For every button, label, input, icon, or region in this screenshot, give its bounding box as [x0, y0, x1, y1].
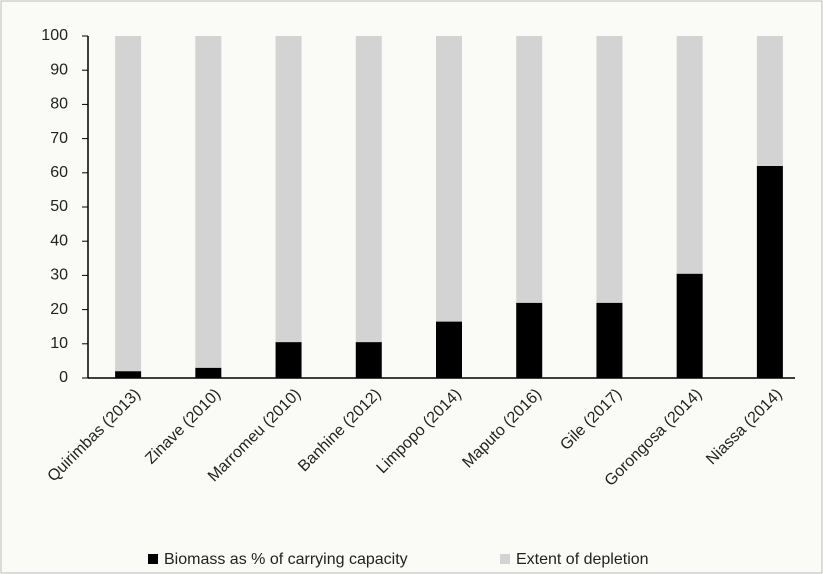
y-tick-label: 20 [50, 301, 68, 318]
y-tick-label: 70 [50, 130, 68, 147]
bar-segment [436, 36, 462, 322]
y-tick-label: 90 [50, 61, 68, 78]
bar-segment [115, 36, 142, 372]
y-tick-label: 100 [41, 27, 68, 44]
bar-segment [355, 342, 382, 378]
y-tick-label: 80 [50, 96, 68, 113]
bar-segment [676, 273, 703, 378]
y-tick-label: 60 [50, 164, 68, 181]
y-tick-label: 40 [50, 232, 68, 249]
y-tick-label: 30 [50, 267, 68, 284]
legend-label: Biomass as % of carrying capacity [164, 551, 408, 568]
bar-segment [596, 36, 623, 303]
bar-segment [596, 302, 623, 378]
bar-segment [195, 367, 222, 378]
bar-segment [516, 302, 543, 378]
bar-segment [756, 165, 783, 378]
y-tick-label: 50 [50, 198, 68, 215]
legend-swatch [148, 554, 158, 564]
bar-segment [516, 36, 543, 303]
legend-swatch [500, 554, 510, 564]
bar-segment [275, 36, 302, 343]
bar-segment [275, 342, 302, 378]
bar-segment [355, 36, 382, 343]
y-tick-label: 10 [50, 335, 68, 352]
legend-label: Extent of depletion [516, 551, 649, 568]
y-tick-label: 0 [59, 369, 68, 386]
bar-segment [195, 36, 222, 368]
bar-segment [115, 371, 142, 378]
bar-segment [676, 36, 703, 274]
bar-segment [436, 321, 462, 378]
bar-segment [756, 36, 783, 166]
